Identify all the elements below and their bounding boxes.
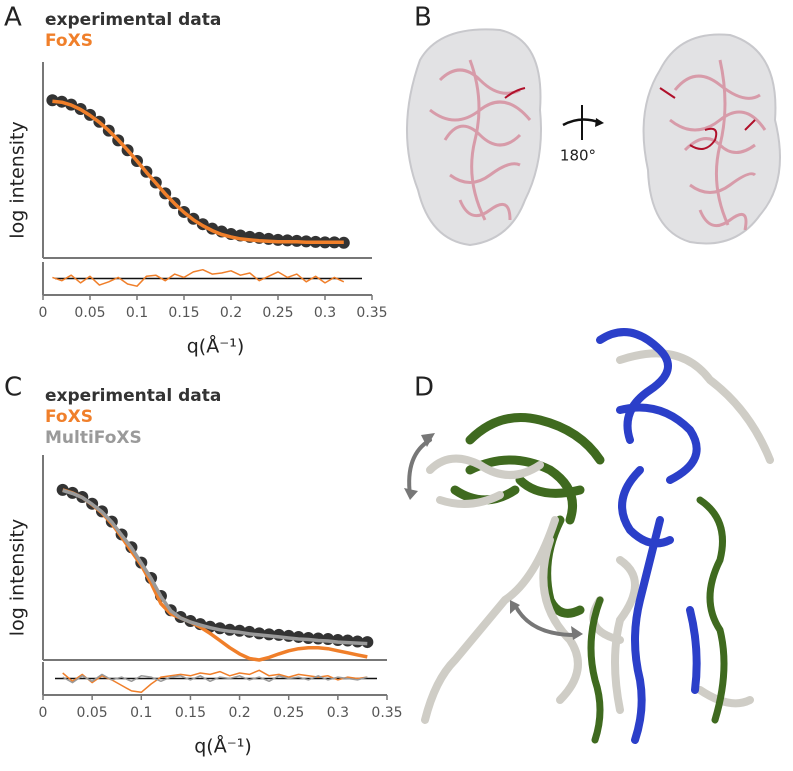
x-tick-label: 0.1: [130, 705, 152, 721]
panel-label: C: [4, 373, 22, 403]
motion-arrow: [513, 603, 577, 637]
x-tick-label: 0.15: [175, 705, 206, 721]
series-line: [62, 488, 368, 646]
x-axis-label: q(Å⁻¹): [194, 735, 252, 758]
x-tick-label: 0.35: [356, 305, 387, 321]
legend-label: experimental data: [45, 10, 221, 30]
structure-d: [404, 328, 774, 744]
motion-arrow: [407, 438, 432, 497]
x-tick-label: 0.3: [327, 705, 349, 721]
ribbon: [504, 87, 756, 150]
x-tick-label: 0.25: [262, 305, 293, 321]
series-line: [62, 669, 368, 694]
ribbon: [429, 59, 532, 221]
x-tick-label: 0.35: [371, 705, 402, 721]
panel-label: D: [414, 373, 434, 403]
x-tick-label: 0.1: [126, 305, 148, 321]
series-line: [62, 673, 368, 684]
legend-label: experimental data: [45, 386, 221, 406]
x-tick-label: 0.25: [273, 705, 304, 721]
legend-label: FoXS: [45, 31, 93, 51]
arrow-head: [595, 118, 604, 127]
x-tick-label: 0.2: [220, 305, 242, 321]
legend-label: FoXS: [45, 407, 93, 427]
x-tick-label: 0: [39, 305, 48, 321]
ribbon: [669, 59, 767, 231]
structure-b: 180°: [406, 28, 781, 247]
y-axis-label: log intensity: [7, 121, 29, 238]
rotation-label: 180°: [560, 147, 596, 165]
panel-label: B: [414, 3, 432, 33]
envelope: [406, 28, 542, 247]
x-tick-label: 0.15: [168, 305, 199, 321]
x-tick-label: 0: [39, 705, 48, 721]
x-tick-label: 0.2: [228, 705, 250, 721]
legend-label: MultiFoXS: [45, 428, 142, 448]
panel-label: A: [4, 3, 22, 33]
x-tick-label: 0.05: [74, 305, 105, 321]
series-line: [52, 99, 344, 245]
series-line: [52, 268, 345, 287]
x-axis-label: q(Å⁻¹): [187, 335, 245, 358]
x-tick-label: 0.05: [77, 705, 108, 721]
y-axis-label: log intensity: [7, 519, 29, 636]
x-tick-label: 0.3: [314, 305, 336, 321]
